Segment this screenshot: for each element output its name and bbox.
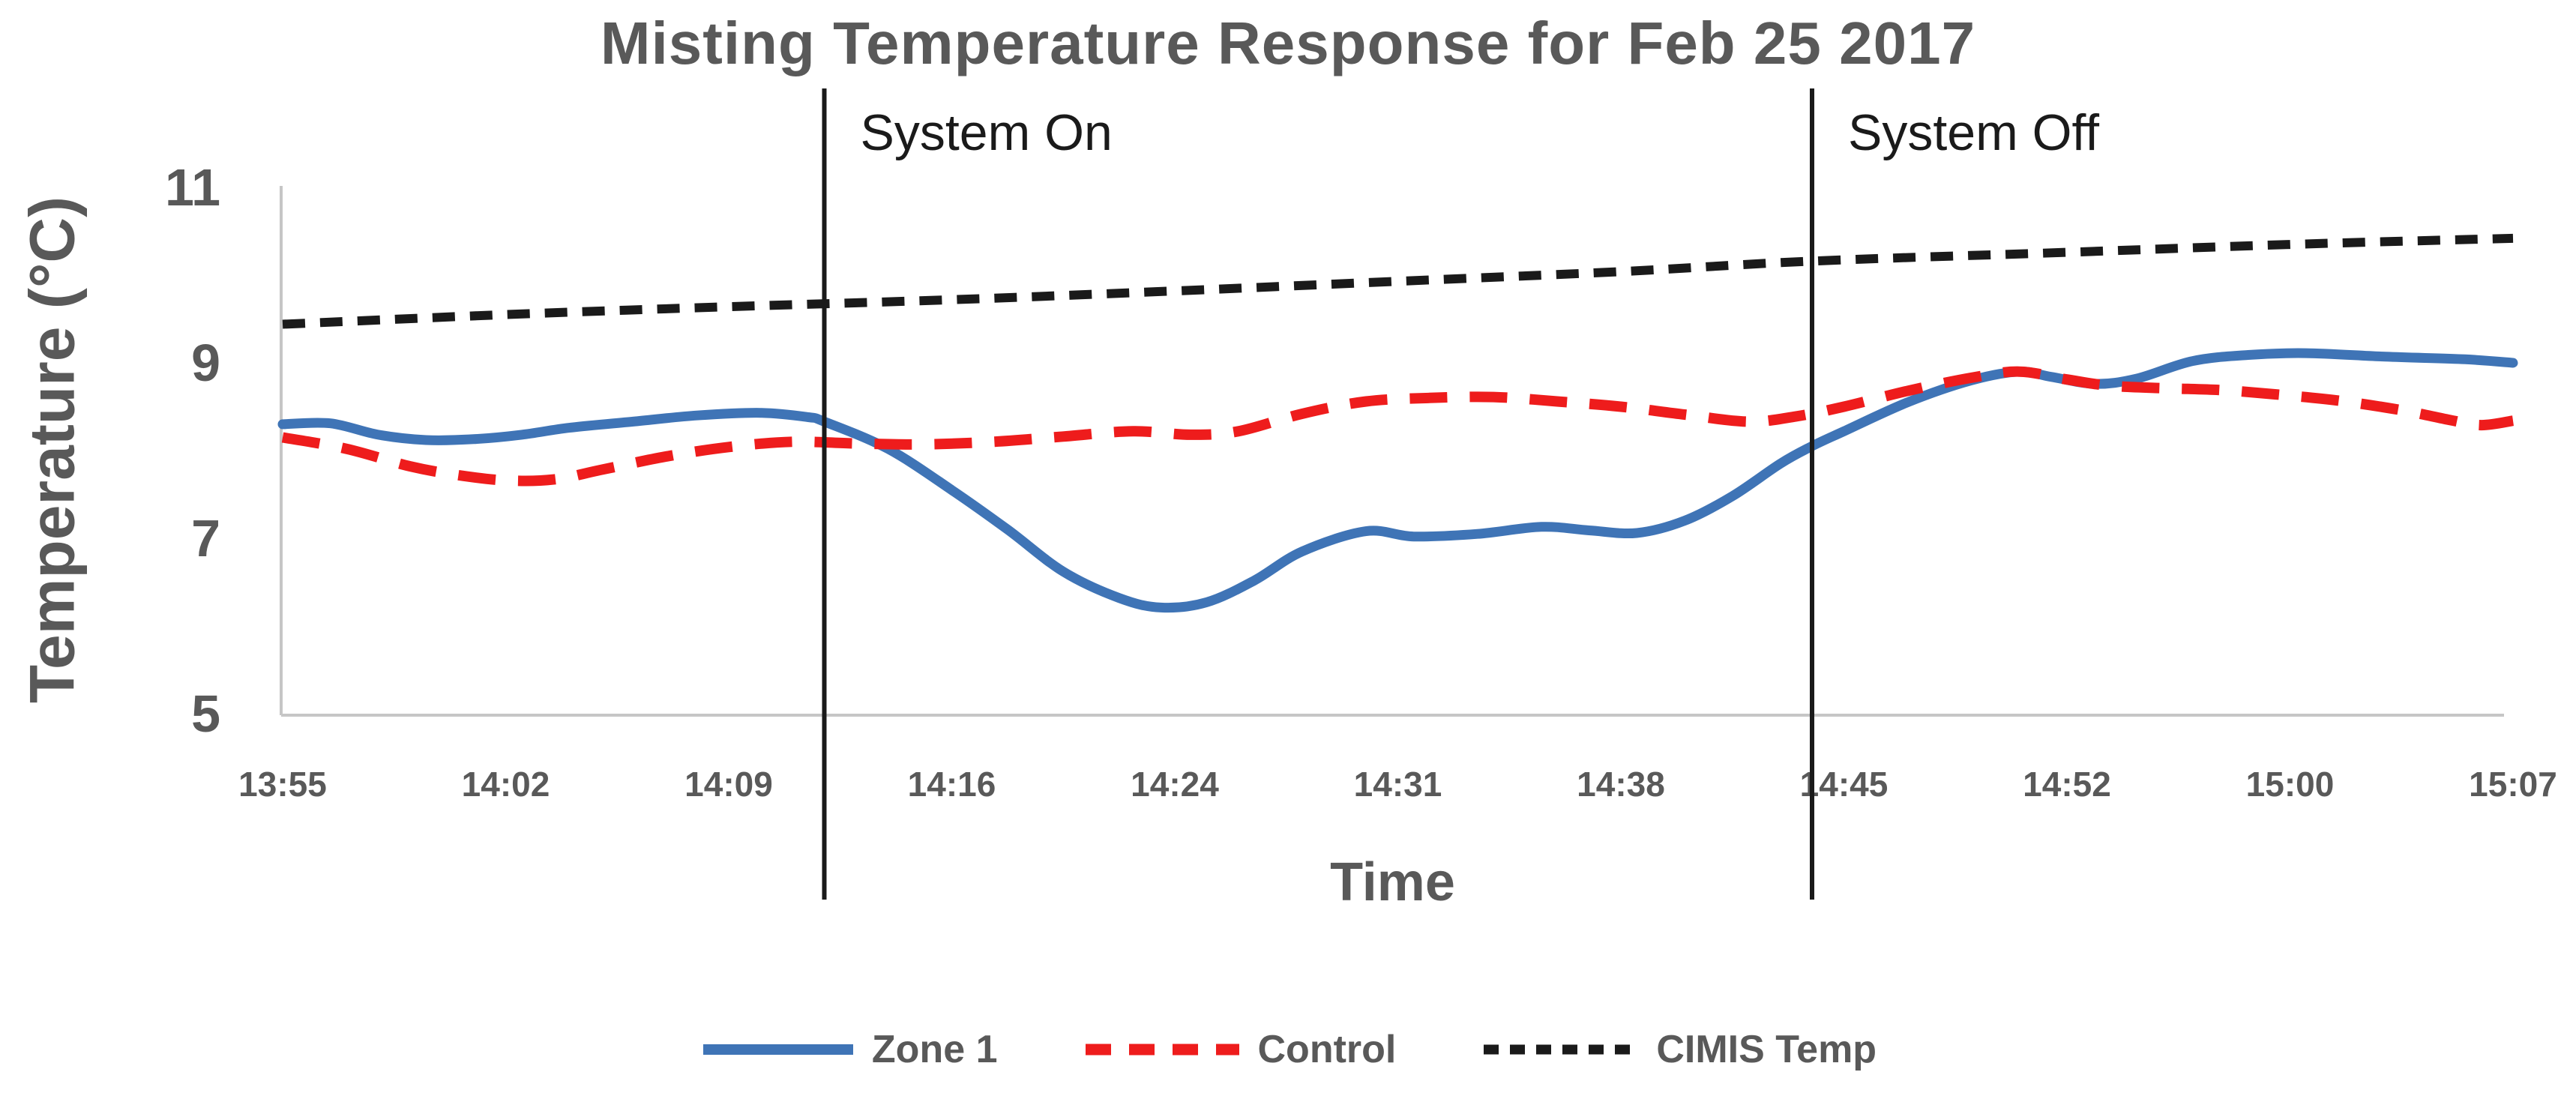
legend-label-zone-1: Zone 1 <box>871 1028 998 1071</box>
series-line-cimis-temp <box>282 233 2514 329</box>
legend-item-zone-1: Zone 1 <box>699 1027 998 1072</box>
x-axis-title: Time <box>1330 852 1455 912</box>
x-tick-label: 14:02 <box>462 765 550 804</box>
x-tick-label: 15:07 <box>2469 765 2557 804</box>
legend-swatch-control <box>1085 1044 1239 1056</box>
annotation-system-on: System On <box>860 104 1113 161</box>
x-tick-label: 15:00 <box>2246 765 2335 804</box>
y-tick-label: 7 <box>191 509 220 567</box>
x-tick-label: 14:38 <box>1577 765 1665 804</box>
x-tick-label: 14:24 <box>1131 765 1219 804</box>
y-tick-label: 5 <box>191 684 220 743</box>
series-line-control <box>281 366 2515 487</box>
x-tick-label: 14:09 <box>684 765 773 804</box>
legend-label-control: Control <box>1257 1028 1397 1071</box>
annotation-system-off: System Off <box>1848 104 2100 161</box>
legend: Zone 1 Control CIMIS Temp <box>0 1027 2576 1072</box>
x-tick-label: 13:55 <box>238 765 327 804</box>
legend-item-cimis-temp: CIMIS Temp <box>1480 1027 1877 1072</box>
legend-item-control: Control <box>1082 1027 1397 1072</box>
y-tick-label: 9 <box>191 334 220 392</box>
chart-title: Misting Temperature Response for Feb 25 … <box>600 10 1976 76</box>
x-tick-label: 14:16 <box>908 765 996 804</box>
legend-swatch-zone-1 <box>702 1044 853 1055</box>
y-tick-label: 11 <box>165 158 220 217</box>
legend-swatch-cimis-temp <box>1484 1044 1638 1055</box>
x-tick-label: 14:45 <box>1800 765 1889 804</box>
series-line-zone-1 <box>277 348 2518 613</box>
legend-label-cimis-temp: CIMIS Temp <box>1656 1028 1877 1071</box>
x-tick-label: 14:52 <box>2023 765 2111 804</box>
x-tick-label: 14:31 <box>1354 765 1442 804</box>
